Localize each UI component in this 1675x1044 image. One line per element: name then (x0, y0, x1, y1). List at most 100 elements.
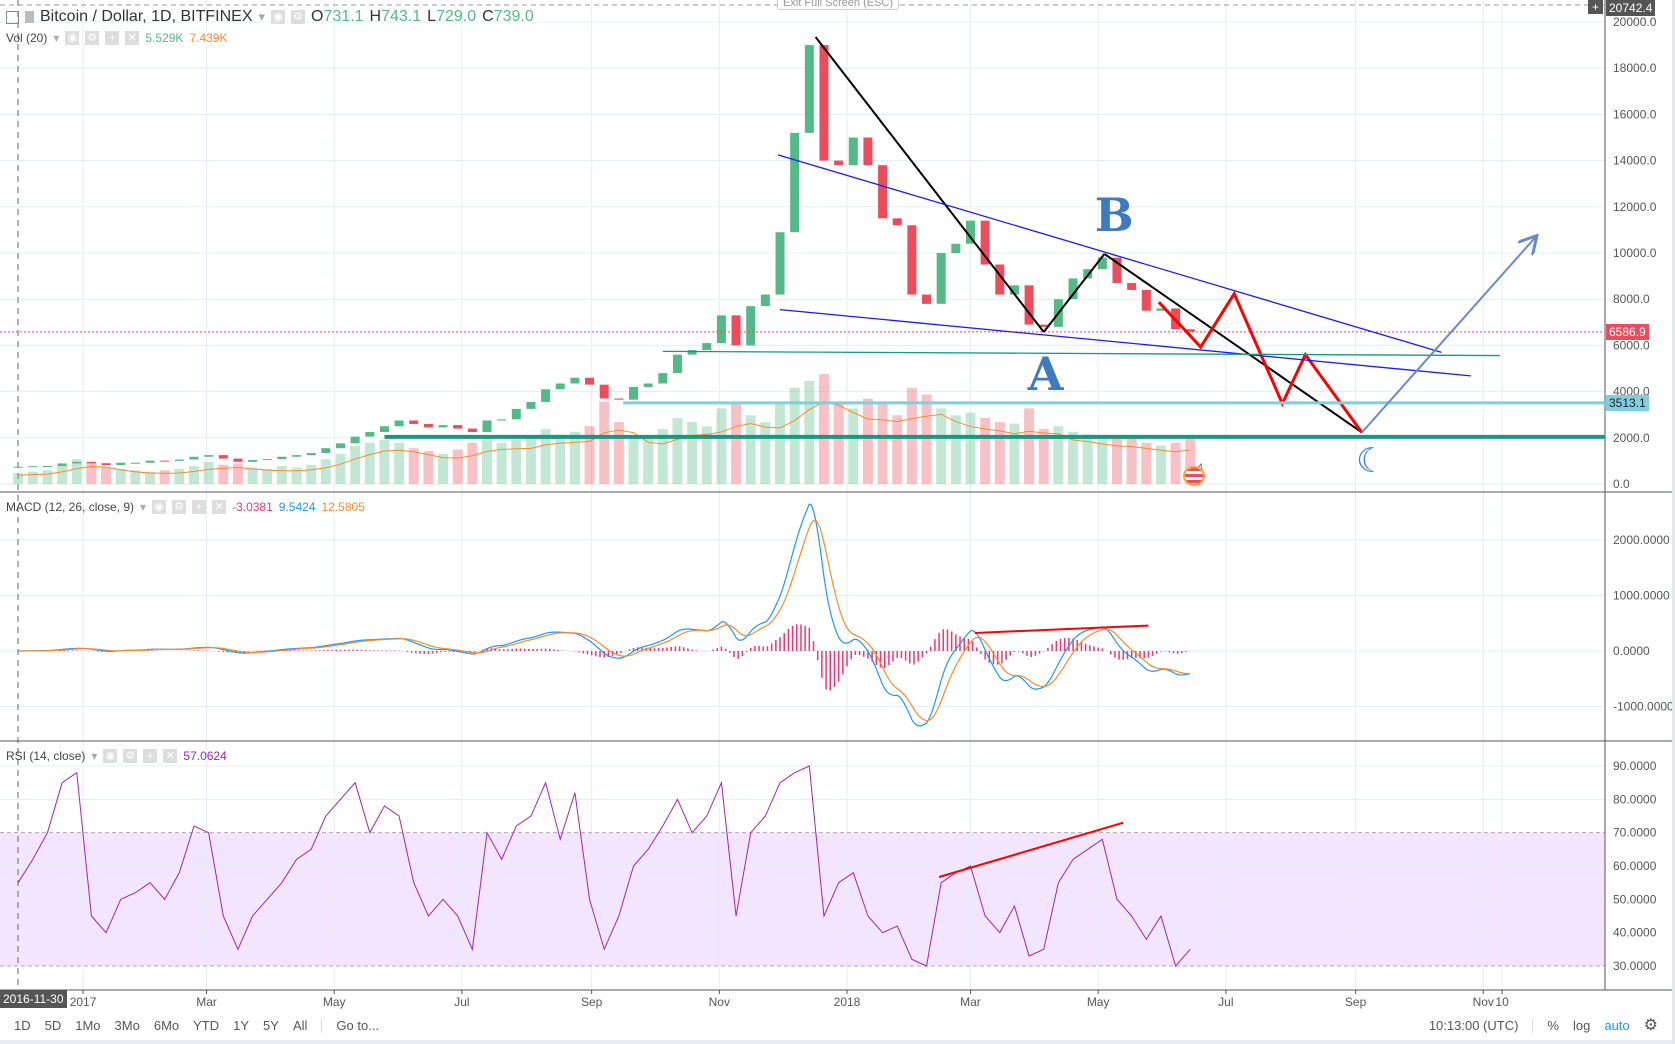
plus-icon[interactable]: + (105, 31, 120, 45)
eye-icon[interactable]: ◉ (103, 749, 118, 763)
volume-bar (1068, 431, 1079, 484)
rsi-label[interactable]: RSI (14, close) (6, 749, 86, 763)
volume-bar (672, 418, 683, 484)
price-tick-label: 20000.0 (1613, 15, 1657, 29)
auto-toggle[interactable]: auto (1604, 1017, 1630, 1033)
log-toggle[interactable]: log (1572, 1017, 1591, 1033)
rsi-value: 57.0624 (183, 749, 227, 763)
candle (467, 428, 477, 433)
volume-bar (335, 453, 346, 484)
volume-bar (804, 380, 815, 484)
candle (819, 45, 829, 161)
percent-toggle[interactable]: % (1532, 1017, 1559, 1033)
range-1d[interactable]: 1D (14, 1017, 31, 1033)
candle (189, 456, 199, 460)
macd-hist-value: -3.0381 (232, 500, 273, 514)
plus-icon[interactable]: + (143, 749, 158, 763)
range-5y[interactable]: 5Y (263, 1017, 279, 1033)
time-label: Nov (1473, 995, 1494, 1009)
range-1y[interactable]: 1Y (233, 1017, 250, 1033)
gear-icon[interactable]: ⚙ (123, 749, 138, 763)
volume-bar (394, 442, 405, 484)
range-6mo[interactable]: 6Mo (153, 1017, 180, 1033)
volume-label[interactable]: Vol (20) (6, 31, 48, 45)
exit-fullscreen-button[interactable]: Exit Full Screen (ESC) (777, 0, 900, 10)
symbol-title[interactable]: Bitcoin / Dollar, 1D, BITFINEX (40, 8, 253, 25)
volume-bar (496, 442, 507, 484)
volume-bar (42, 470, 53, 484)
goto-button[interactable]: Go to... (321, 1017, 379, 1033)
time-label: Jul (1218, 995, 1233, 1009)
macd-tick-label: 0.0000 (1613, 644, 1650, 658)
wave-label-a[interactable]: A (1027, 347, 1064, 402)
candle (262, 459, 272, 461)
range-1mo[interactable]: 1Mo (75, 1017, 101, 1033)
macd-tick-label: -1000.0000 (1613, 700, 1674, 714)
close-icon[interactable]: ✕ (212, 500, 227, 514)
range-5d[interactable]: 5D (44, 1017, 62, 1033)
symbol-flag-icon (25, 11, 34, 23)
candle (511, 408, 521, 420)
candle (804, 45, 814, 133)
right-scrollbar[interactable] (1672, 0, 1675, 1044)
candle (863, 137, 873, 166)
close-icon[interactable]: ✕ (163, 749, 178, 763)
volume-bar (1170, 442, 1181, 484)
volume-bar (628, 435, 639, 484)
candle (1009, 285, 1019, 295)
plus-icon[interactable]: + (192, 500, 207, 514)
top-price-tag: 20742.4 (1606, 0, 1656, 16)
us-flag-event-icon[interactable] (1183, 466, 1205, 486)
candle (878, 165, 888, 219)
volume-bar (716, 408, 727, 484)
settings-gear-icon[interactable]: ⚙ (1643, 1017, 1658, 1034)
candle (834, 160, 844, 166)
volume-bar (950, 415, 961, 484)
collapse-icon[interactable] (6, 10, 19, 24)
gear-icon[interactable]: ⚙ (291, 10, 306, 24)
volume-bar (1185, 435, 1196, 484)
eye-icon[interactable]: ◉ (152, 500, 167, 514)
candle (116, 462, 126, 466)
macd-divergence-line (974, 624, 1149, 634)
volume-bar (1155, 445, 1166, 484)
close-icon[interactable]: ✕ (125, 31, 140, 45)
candle (775, 232, 785, 295)
volume-bar (569, 431, 580, 484)
moon-icon[interactable]: ☾ (1356, 442, 1387, 480)
candle (585, 377, 595, 385)
volume-bar (101, 467, 112, 484)
rsi-tick-label: 60.0000 (1613, 859, 1657, 873)
macd-tick-label: 2000.0000 (1613, 533, 1670, 547)
plus-icon[interactable]: + (1588, 0, 1603, 14)
eye-icon[interactable]: ◉ (65, 31, 80, 45)
candle (892, 218, 902, 226)
candle (907, 225, 917, 295)
gear-icon[interactable]: ⚙ (85, 31, 100, 45)
candle (306, 453, 316, 456)
dropdown-icon[interactable]: ▾ (140, 500, 147, 514)
price-tick-label: 16000.0 (1613, 107, 1657, 121)
range-ytd[interactable]: YTD (193, 1017, 220, 1033)
volume-bar (115, 468, 126, 484)
gear-icon[interactable]: ⚙ (172, 500, 187, 514)
volume-ma-line (18, 400, 1191, 476)
eye-icon[interactable]: ◉ (271, 10, 286, 24)
candle (438, 425, 448, 428)
volume-bar (174, 468, 185, 484)
range-all[interactable]: All (292, 1017, 308, 1033)
dropdown-icon[interactable]: ▾ (91, 749, 98, 763)
dropdown-icon[interactable]: ▾ (258, 9, 266, 24)
range-3mo[interactable]: 3Mo (114, 1017, 140, 1033)
candle (57, 463, 67, 466)
bottom-toolbar: 1D 5D 1Mo 3Mo 6Mo YTD 1Y 5Y All Go to...… (0, 1010, 1672, 1040)
dropdown-icon[interactable]: ▾ (53, 31, 60, 45)
rsi-divergence-line (938, 821, 1124, 878)
volume-bar (320, 459, 331, 484)
wave-label-b[interactable]: B (1094, 188, 1134, 243)
candle (1039, 324, 1049, 327)
macd-label[interactable]: MACD (12, 26, close, 9) (6, 500, 135, 514)
volume-bar (71, 459, 82, 484)
close-value: 739.0 (493, 8, 534, 25)
